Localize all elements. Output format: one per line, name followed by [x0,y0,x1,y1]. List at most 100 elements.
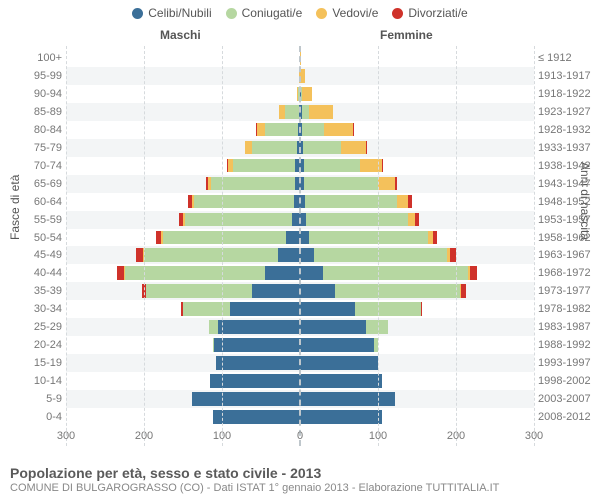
bar-seg [341,141,366,155]
age-label: 65-69 [2,179,62,190]
legend-swatch [132,8,143,19]
bar-seg [408,195,411,209]
bar-seg [306,213,407,227]
male-title: Maschi [160,28,201,42]
legend: Celibi/Nubili Coniugati/e Vedovi/e Divorzia… [0,6,600,20]
bar-seg [163,231,286,245]
bar-seg [304,177,378,191]
bar-seg [278,248,300,262]
x-tick-label: 300 [57,430,75,442]
bar-seg [300,284,335,298]
birth-label: 1933-1937 [538,143,598,154]
bar-seg [185,213,293,227]
bar-seg [355,302,421,316]
age-label: 70-74 [2,161,62,172]
bar-seg [408,213,416,227]
x-tick-label: 200 [135,430,153,442]
bar-seg [125,266,265,280]
chart-footer: Popolazione per età, sesso e stato civil… [10,465,590,494]
bar-seg [353,123,354,137]
bar-seg [300,392,395,406]
bar-seg [216,356,300,370]
age-label: 5-9 [2,394,62,405]
bar-seg [335,284,460,298]
x-tick-label: 0 [297,430,303,442]
birth-label: 1923-1927 [538,107,598,118]
bar-seg [302,123,324,137]
legend-label: Divorziati/e [408,6,467,20]
legend-swatch [226,8,237,19]
bar-seg [218,320,300,334]
age-label: 20-24 [2,340,62,351]
x-tick-label: 100 [369,430,387,442]
birth-label: 1913-1917 [538,71,598,82]
birth-label: 1938-1942 [538,161,598,172]
bar-seg [324,123,353,137]
legend-label: Coniugati/e [242,6,303,20]
bar-seg [300,302,355,316]
birth-label: 1953-1957 [538,215,598,226]
legend-item: Vedovi/e [316,6,378,20]
bar-seg [395,177,397,191]
legend-item: Celibi/Nubili [132,6,211,20]
age-label: 55-59 [2,215,62,226]
bar-seg [309,105,332,119]
birth-label: 1983-1987 [538,322,598,333]
bar-seg [300,248,314,262]
bar-seg [300,266,323,280]
age-label: 45-49 [2,250,62,261]
legend-item: Coniugati/e [226,6,303,20]
age-label: 50-54 [2,233,62,244]
age-label: 80-84 [2,125,62,136]
bar-seg [304,159,360,173]
bar-seg [252,284,300,298]
x-tick-label: 200 [447,430,465,442]
bar-seg [194,195,294,209]
birth-label: 1963-1967 [538,250,598,261]
age-label: 25-29 [2,322,62,333]
x-tick-label: 100 [213,430,231,442]
bar-seg [461,284,466,298]
bar-seg [265,123,298,137]
age-label: 15-19 [2,358,62,369]
birth-label: 2008-2012 [538,412,598,423]
footer-subtitle: COMUNE DI BULGAROGRASSO (CO) - Dati ISTA… [10,482,590,494]
bar-seg [303,141,340,155]
bar-seg [300,374,382,388]
bar-seg [144,248,278,262]
legend-swatch [316,8,327,19]
bar-seg [302,87,313,101]
bar-seg [285,105,299,119]
bar-seg [300,410,382,424]
bar-seg [257,123,265,137]
bar-seg [314,248,447,262]
bar-seg [300,338,374,352]
footer-title: Popolazione per età, sesso e stato civil… [10,465,590,481]
age-label: 90-94 [2,89,62,100]
bar-seg [209,320,218,334]
bar-seg [265,266,300,280]
bar-seg [300,231,309,245]
age-label: 40-44 [2,268,62,279]
x-labels: 3002001000100200300 [66,430,534,446]
birth-label: 1978-1982 [538,304,598,315]
bar-seg [305,195,397,209]
birth-label: 1993-1997 [538,358,598,369]
bar-seg [397,195,409,209]
age-label: 85-89 [2,107,62,118]
age-label: 30-34 [2,304,62,315]
bar-seg [415,213,419,227]
population-pyramid-chart: Celibi/Nubili Coniugati/e Vedovi/e Divorzia… [0,0,600,500]
bar-seg [323,266,467,280]
bar-seg [211,177,295,191]
bar-seg [433,231,438,245]
bar-seg [366,141,367,155]
bar-seg [252,141,297,155]
legend-swatch [392,8,403,19]
age-label: 100+ [2,53,62,64]
plot-area [66,46,534,446]
age-label: 35-39 [2,286,62,297]
bar-seg [309,231,428,245]
age-label: 75-79 [2,143,62,154]
bar-seg [300,356,378,370]
